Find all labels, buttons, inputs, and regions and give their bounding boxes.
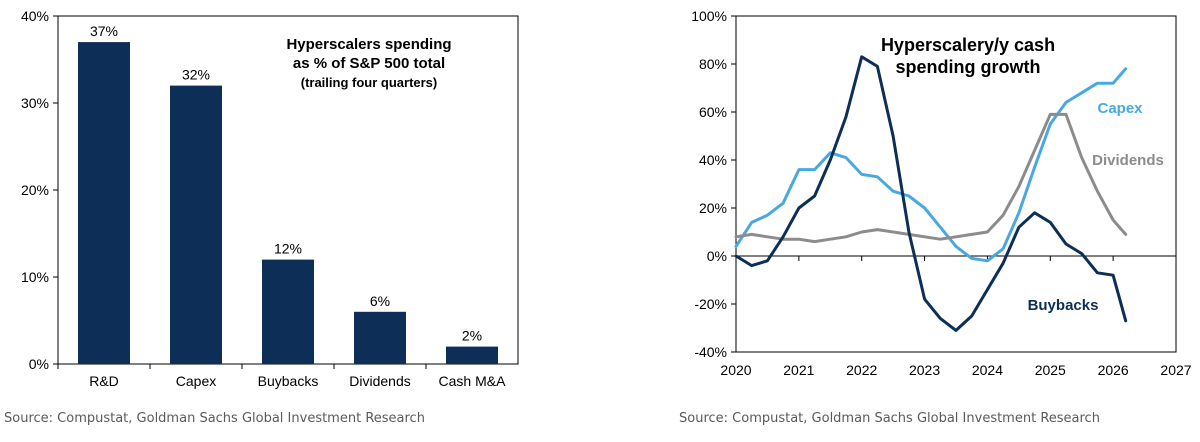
y-tick-label: 0% xyxy=(29,356,49,372)
x-tick-label: 2022 xyxy=(846,362,877,378)
x-tick-label: 2024 xyxy=(972,362,1003,378)
y-tick-label: 10% xyxy=(21,269,49,285)
bar xyxy=(354,311,406,364)
series-label-dividends: Dividends xyxy=(1092,152,1164,169)
data-label: 6% xyxy=(370,293,390,309)
y-tick-label: -40% xyxy=(694,344,727,360)
bar xyxy=(78,42,130,364)
x-tick-label: Dividends xyxy=(349,373,410,389)
y-tick-label: 60% xyxy=(699,104,727,120)
bar xyxy=(446,346,498,364)
y-tick-label: 80% xyxy=(699,56,727,72)
series-label-capex: Capex xyxy=(1097,100,1143,117)
x-tick-label: Cash M&A xyxy=(439,373,507,389)
series-line-capex xyxy=(734,67,1128,263)
x-tick-label: 2026 xyxy=(1098,362,1129,378)
x-tick-label: 2025 xyxy=(1035,362,1066,378)
series-line-dividends xyxy=(734,112,1128,244)
x-tick-label: Buybacks xyxy=(258,373,319,389)
y-tick-label: 0% xyxy=(707,248,727,264)
data-label: 2% xyxy=(462,328,482,344)
chart-title: Hyperscalers spending xyxy=(286,36,451,53)
data-label: 37% xyxy=(90,23,118,39)
source-note-left: Source: Compustat, Goldman Sachs Global … xyxy=(4,411,425,426)
x-tick-label: 2027 xyxy=(1160,362,1191,378)
series-label-buybacks: Buybacks xyxy=(1028,297,1099,314)
x-tick-label: Capex xyxy=(176,373,216,389)
data-label: 12% xyxy=(274,241,302,257)
y-tick-label: 100% xyxy=(691,8,727,24)
chart-title: (trailing four quarters) xyxy=(301,75,438,90)
y-tick-label: 20% xyxy=(21,182,49,198)
y-tick-label: 20% xyxy=(699,200,727,216)
x-tick-label: R&D xyxy=(89,373,119,389)
source-note-right: Source: Compustat, Goldman Sachs Global … xyxy=(679,411,1100,426)
bar xyxy=(262,259,314,364)
bar xyxy=(170,85,222,364)
data-label: 32% xyxy=(182,67,210,83)
x-tick-label: 2023 xyxy=(909,362,940,378)
x-tick-label: 2021 xyxy=(783,362,814,378)
x-tick-label: 2020 xyxy=(720,362,751,378)
y-tick-label: -20% xyxy=(694,296,727,312)
chart-title: spending growth xyxy=(896,57,1041,77)
series-line-buybacks xyxy=(734,55,1128,332)
y-tick-label: 40% xyxy=(21,8,49,24)
chart-title: as % of S&P 500 total xyxy=(293,55,445,72)
y-tick-label: 30% xyxy=(21,95,49,111)
line-plot-frame xyxy=(735,15,1177,353)
y-tick-label: 40% xyxy=(699,152,727,168)
chart-title: Hyperscalery/y cash xyxy=(881,35,1055,55)
